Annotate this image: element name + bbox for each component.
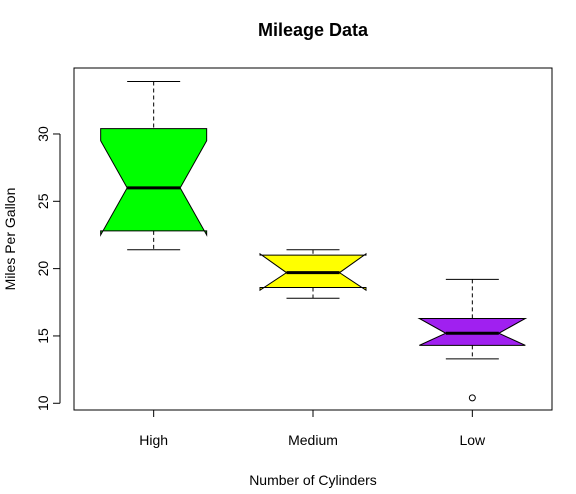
x-axis: High Medium Low — [139, 409, 486, 448]
x-tick-label: Low — [459, 432, 486, 448]
x-tick-label: High — [139, 432, 168, 448]
y-tick-label: 30 — [35, 126, 51, 142]
y-axis-label: Miles Per Gallon — [2, 188, 18, 291]
box-low — [417, 278, 528, 402]
x-tick-label: Medium — [288, 432, 338, 448]
y-tick-label: 10 — [35, 395, 51, 411]
box-high — [100, 80, 208, 251]
box-medium — [259, 249, 367, 299]
outlier-point — [468, 394, 476, 402]
y-tick-label: 20 — [35, 261, 51, 277]
y-tick-label: 15 — [35, 328, 51, 344]
boxes-layer — [100, 80, 528, 402]
y-tick-label: 25 — [35, 193, 51, 209]
x-axis-label: Number of Cylinders — [249, 472, 377, 488]
chart-title: Mileage Data — [258, 20, 369, 40]
y-axis: 10 15 20 25 30 — [35, 126, 61, 411]
box-body — [100, 128, 208, 237]
